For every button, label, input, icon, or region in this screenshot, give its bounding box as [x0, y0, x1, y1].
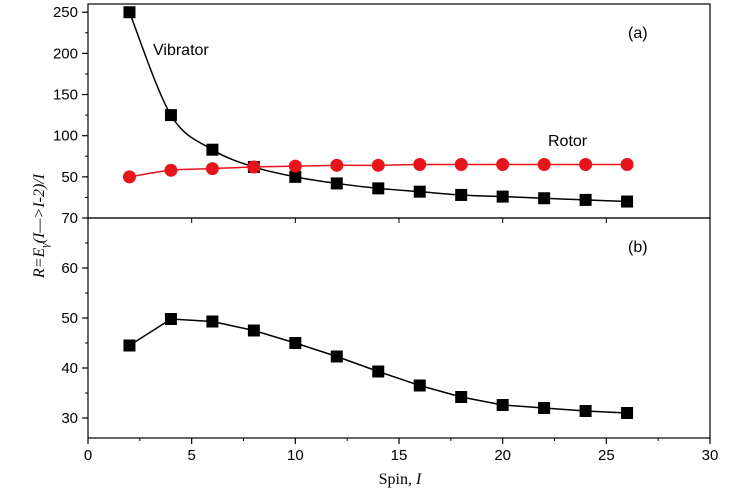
- panel-a-rotor-point: [205, 162, 219, 176]
- panel-a-vibrator-point: [330, 177, 343, 190]
- panel-b-y-axis: 30 40 50 60 70: [61, 210, 88, 427]
- panel-b-series-point: [206, 315, 219, 328]
- panel-b-plot: [123, 313, 634, 419]
- panel-a-vibrator-point: [538, 192, 551, 205]
- panel-a-y-tick-label: 200: [53, 45, 78, 62]
- x-tick-label: 25: [598, 447, 615, 464]
- panel-a-rotor-point: [413, 158, 427, 171]
- panel-a-rotor-point: [122, 170, 136, 184]
- x-axis-title-prefix: Spin,: [379, 471, 412, 488]
- panel-b-series-point: [579, 405, 592, 417]
- panel-a-rotor-point: [579, 158, 593, 171]
- x-tick-label: 15: [391, 447, 408, 464]
- x-axis: 0 5 10 15 20 25 30: [84, 218, 719, 464]
- panel-a-rotor-point: [330, 158, 344, 172]
- panel-b-series-point: [621, 407, 634, 419]
- x-tick-label: 30: [702, 447, 719, 464]
- x-axis-title-var: I: [415, 471, 422, 488]
- panel-b-y-tick-label: 40: [61, 360, 78, 377]
- panel-a-vibrator-point: [413, 185, 426, 198]
- rotor-label: Rotor: [548, 133, 588, 150]
- panel-a-rotor-point: [496, 158, 510, 171]
- panel-b-series-point: [496, 399, 509, 411]
- panel-a-vibrator-line: [128, 11, 628, 203]
- panel-a-vibrator-point: [496, 190, 509, 203]
- panel-b-y-tick-label: 30: [61, 410, 78, 427]
- panel-b-series-point: [372, 365, 385, 378]
- x-tick-label: 10: [287, 447, 304, 464]
- x-tick-label: 0: [84, 447, 92, 464]
- panel-a-rotor-point: [371, 158, 385, 172]
- panel-a-label: (a): [628, 25, 648, 42]
- panel-a-y-tick-label: 100: [53, 128, 78, 145]
- vibrator-label: Vibrator: [153, 42, 209, 59]
- panel-b-series-point: [538, 402, 551, 414]
- panel-a-rotor-point: [537, 158, 551, 171]
- y-axis-title-sub: γ: [39, 243, 51, 248]
- panel-a-vibrator-point: [372, 182, 385, 195]
- panel-b-y-tick-label: 60: [61, 260, 78, 277]
- panel-b-series-point: [455, 391, 468, 403]
- panel-b-series-point: [123, 339, 136, 352]
- panel-a-y-tick-label: 50: [61, 169, 78, 186]
- y-axis-title-start: R: [31, 268, 48, 279]
- panel-b-y-tick-label: 70: [61, 210, 78, 227]
- panel-a-rotor-point: [454, 158, 468, 171]
- panel-b-series-point: [330, 350, 343, 363]
- panel-b-series-point: [413, 379, 426, 392]
- panel-a-rotor-point: [288, 159, 302, 173]
- panel-a-y-tick-label: 150: [53, 87, 78, 104]
- panel-a-vibrator-point: [579, 193, 592, 206]
- panel-a-frame: [87, 3, 711, 219]
- panel-a-vibrator-point: [455, 188, 468, 201]
- panel-a-vibrator-point: [206, 143, 219, 156]
- y-axis-title: R=Eγ(I—>I-2)/I: [31, 173, 51, 279]
- x-tick-label: 5: [187, 447, 195, 464]
- panel-a-y-tick-label: 250: [53, 4, 78, 21]
- panel-b-series-point: [164, 313, 177, 325]
- y-axis-title-end: (I—>I-2)/I: [31, 173, 48, 243]
- panel-a-y-axis: 50 100 150 200 250: [53, 4, 88, 198]
- panel-a-rotor-point: [164, 163, 178, 177]
- panel-b-y-tick-label: 50: [61, 310, 78, 327]
- panel-a-vibrator-point: [164, 109, 177, 122]
- panel-b-label: (b): [628, 239, 648, 256]
- panel-a-rotor-point: [247, 160, 261, 174]
- x-axis-title: Spin, I: [379, 471, 422, 488]
- panel-a-rotor-point: [620, 158, 634, 171]
- panel-a-plot: [122, 6, 634, 208]
- panel-b-frame: [87, 217, 711, 439]
- panel-b-series-point: [247, 324, 260, 337]
- panel-b-series-point: [289, 337, 302, 349]
- panel-a-vibrator-point: [289, 170, 302, 183]
- x-tick-label: 20: [494, 447, 511, 464]
- y-axis-title-middle: =E: [31, 247, 48, 268]
- panel-a-vibrator-point: [123, 6, 136, 19]
- panel-a-vibrator-point: [621, 195, 634, 208]
